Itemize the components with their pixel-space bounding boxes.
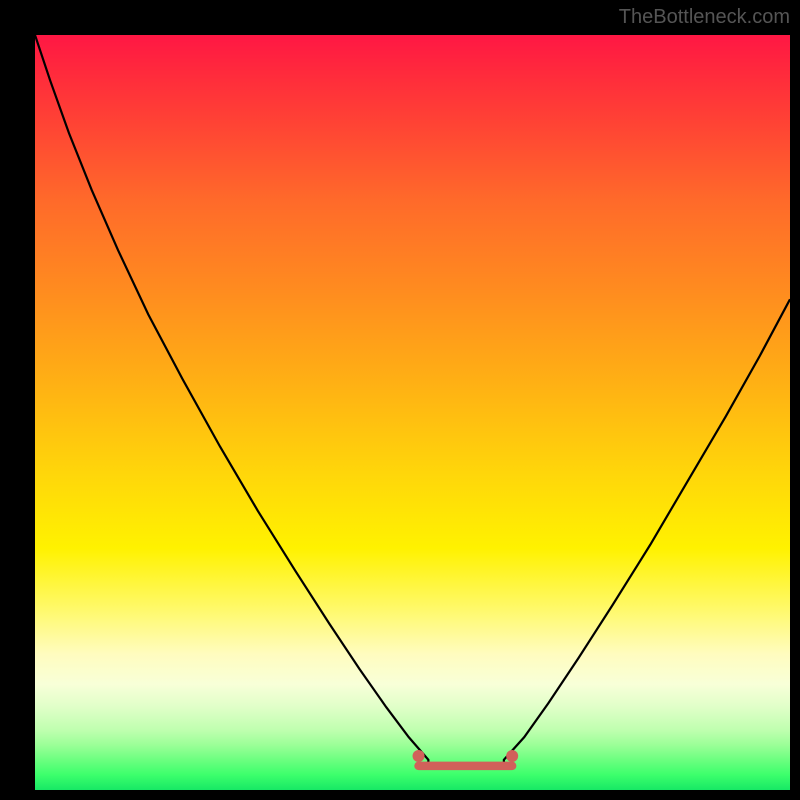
bottleneck-curve <box>35 35 790 766</box>
sweet-spot-endpoint-left <box>413 750 425 762</box>
bottleneck-chart <box>35 35 790 790</box>
chart-svg <box>35 35 790 790</box>
sweet-spot-endpoint-right <box>506 750 518 762</box>
sweet-spot-marker <box>413 750 519 766</box>
watermark-text: TheBottleneck.com <box>619 6 790 29</box>
